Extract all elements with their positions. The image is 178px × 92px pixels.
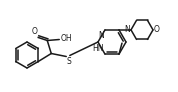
Text: N: N — [124, 25, 130, 34]
Text: N: N — [98, 31, 104, 40]
Text: O: O — [31, 28, 37, 37]
Text: OH: OH — [60, 34, 72, 43]
Text: S: S — [67, 58, 72, 67]
Text: HN: HN — [93, 44, 104, 53]
Text: O: O — [154, 25, 160, 34]
